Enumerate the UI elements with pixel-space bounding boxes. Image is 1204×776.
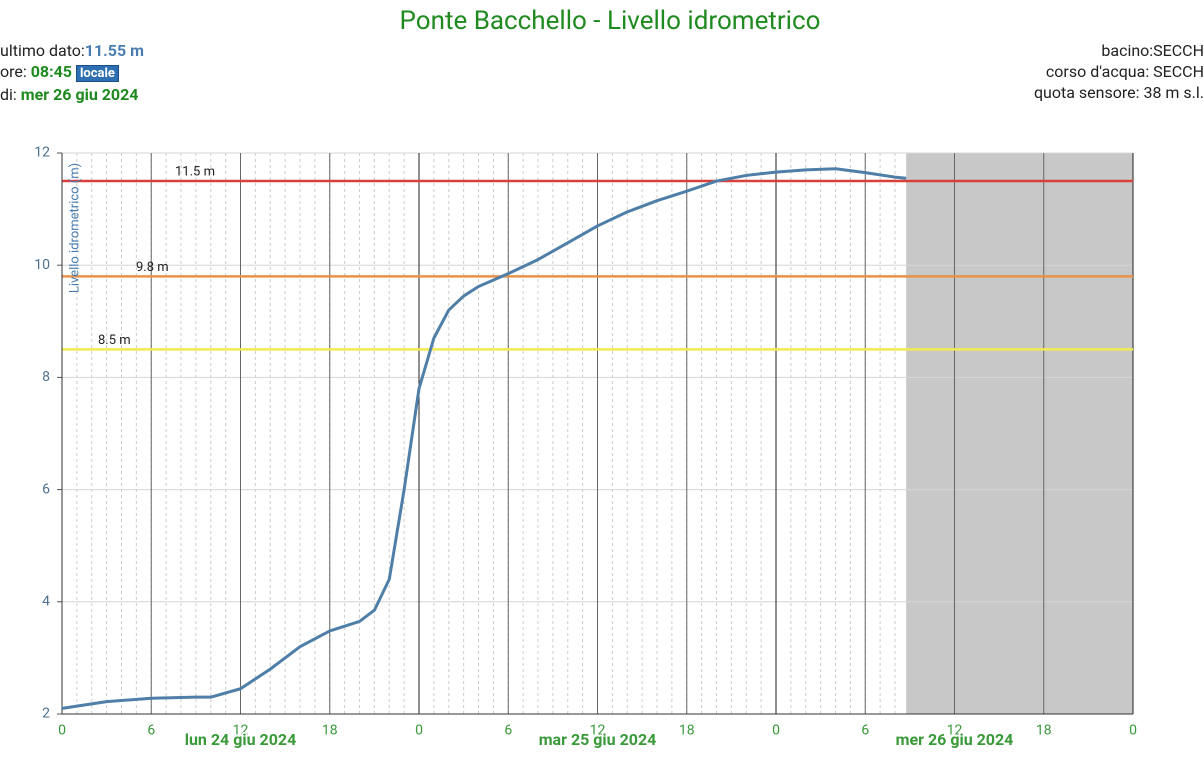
x-tick-label: 0 (58, 723, 66, 739)
chart-title: Ponte Bacchello - Livello idrometrico (400, 6, 821, 36)
sensor: quota sensore: 38 m s.l. (1033, 83, 1204, 102)
x-tick-label: 0 (1129, 723, 1137, 739)
date-label: di: (0, 85, 21, 104)
y-tick-label: 2 (42, 706, 50, 722)
day-label: mar 25 giu 2024 (539, 730, 657, 749)
future-shade (906, 153, 1133, 714)
x-tick-label: 6 (147, 723, 155, 739)
info-left: ultimo dato:11.55 m ore: 08:45 locale di… (0, 40, 144, 105)
day-label: lun 24 giu 2024 (185, 730, 297, 749)
time-badge[interactable]: locale (75, 65, 119, 82)
time-label: ore: (0, 62, 31, 81)
x-tick-label: 12 (947, 723, 963, 739)
time-value: 08:45 (30, 62, 72, 81)
y-tick-label: 8 (42, 369, 50, 385)
y-axis-label: Livello idrometrico (m) (67, 163, 82, 293)
threshold-label: 8.5 m (98, 333, 131, 348)
latest-label: ultimo dato: (0, 41, 85, 60)
threshold-label: 11.5 m (175, 164, 215, 179)
data-line (61, 167, 907, 710)
threshold-label: 9.8 m (136, 260, 169, 275)
latest-row: ultimo dato:11.55 m (0, 40, 144, 61)
date-value: mer 26 giu 2024 (20, 85, 139, 104)
date-row: di: mer 26 giu 2024 (0, 84, 144, 105)
x-tick-label: 0 (415, 723, 423, 739)
y-tick-label: 12 (34, 145, 50, 161)
latest-value: 11.55 m (84, 41, 144, 60)
x-tick-label: 6 (504, 723, 512, 739)
x-tick-label: 6 (861, 723, 869, 739)
x-tick-label: 18 (322, 723, 338, 739)
river: corso d'acqua: SECCH (1045, 62, 1204, 81)
x-tick-label: 12 (233, 723, 249, 739)
x-tick-label: 18 (1036, 723, 1052, 739)
x-tick-label: 12 (590, 723, 606, 739)
y-tick-label: 6 (42, 481, 50, 497)
y-tick-label: 10 (34, 257, 50, 273)
info-right: bacino:SECCH corso d'acqua: SECCH quota … (1034, 40, 1204, 103)
time-row: ore: 08:45 locale (0, 61, 144, 84)
x-tick-label: 0 (772, 723, 780, 739)
day-label: mer 26 giu 2024 (896, 730, 1014, 749)
y-tick-label: 4 (42, 594, 50, 610)
basin: bacino:SECCH (1101, 41, 1204, 60)
x-tick-label: 18 (679, 723, 695, 739)
